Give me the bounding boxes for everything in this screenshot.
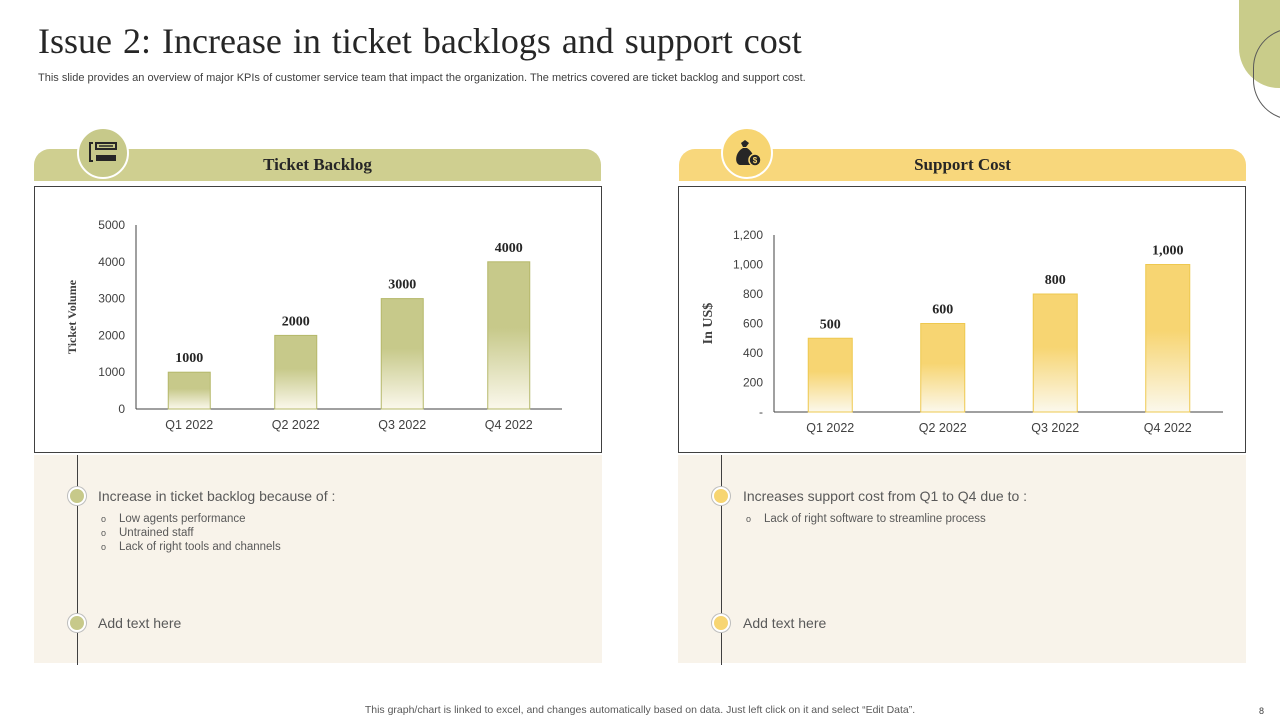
support-cost-header-label: Support Cost: [914, 155, 1011, 174]
timeline-line-left: [77, 455, 78, 665]
y-tick-label: 0: [118, 402, 125, 416]
x-tick-label: Q3 2022: [378, 418, 426, 432]
y-tick-label: 400: [743, 346, 763, 360]
timeline-dot: [68, 614, 86, 632]
backlog-reason-list: Low agents performance Untrained staff L…: [101, 512, 281, 554]
list-icon: [77, 127, 129, 179]
page-number: 8: [1259, 706, 1265, 716]
y-tick-label: 3000: [98, 292, 125, 306]
y-tick-label: 600: [743, 317, 763, 331]
support-cost-chart[interactable]: - 200 400 600 800 1,000 1,200 In US$ 500 Q1 2022 6…: [678, 186, 1246, 453]
bar: [920, 323, 966, 413]
y-tick-label: 1,000: [733, 258, 763, 272]
y-tick-label: 2000: [98, 328, 125, 342]
data-label: 500: [820, 317, 841, 332]
x-tick-label: Q1 2022: [165, 418, 213, 432]
bar: [380, 298, 424, 410]
ticket-backlog-info-panel: [34, 455, 602, 663]
list-item: Low agents performance: [101, 512, 281, 526]
data-label: 3000: [388, 278, 416, 293]
timeline-line-right: [721, 455, 722, 665]
data-label: 2000: [282, 314, 310, 329]
support-cost-reason-list: Lack of right software to streamline pro…: [746, 512, 986, 526]
data-label: 1,000: [1152, 244, 1184, 259]
timeline-dot: [712, 487, 730, 505]
y-axis-label: In US$: [701, 303, 716, 345]
y-tick-label: 200: [743, 376, 763, 390]
y-tick-label: 4000: [98, 255, 125, 269]
page-subtitle: This slide provides an overview of major…: [38, 72, 806, 84]
svg-text:$: $: [753, 156, 758, 165]
x-tick-label: Q3 2022: [1031, 421, 1079, 435]
money-bag-icon: $: [721, 127, 773, 179]
list-item: Lack of right software to streamline pro…: [746, 512, 986, 526]
x-tick-label: Q4 2022: [1144, 421, 1192, 435]
x-tick-label: Q1 2022: [806, 421, 854, 435]
support-cost-chart-svg: - 200 400 600 800 1,000 1,200 In US$ 500 Q1 2022 6…: [701, 228, 1223, 435]
backlog-reason-heading: Increase in ticket backlog because of :: [98, 488, 336, 504]
y-tick-label: -: [759, 405, 763, 419]
add-text-placeholder: Add text here: [98, 615, 182, 631]
bar: [1032, 293, 1078, 413]
y-tick-label: 5000: [98, 218, 125, 232]
data-label: 600: [932, 303, 953, 318]
data-label: 800: [1045, 273, 1066, 288]
bar: [1145, 264, 1191, 413]
support-cost-reason-heading: Increases support cost from Q1 to Q4 due…: [743, 488, 1028, 504]
ticket-backlog-chart[interactable]: 0 1000 2000 3000 4000 5000 Ticket Volume 1000 Q1…: [34, 186, 602, 453]
support-cost-header: Support Cost: [679, 149, 1246, 181]
bar: [487, 261, 531, 410]
list-item: Lack of right tools and channels: [101, 540, 281, 554]
ticket-backlog-chart-svg: 0 1000 2000 3000 4000 5000 Ticket Volume 1000 Q1…: [65, 218, 562, 432]
y-tick-label: 1000: [98, 365, 125, 379]
bar: [807, 337, 853, 413]
x-tick-label: Q2 2022: [919, 421, 967, 435]
page-title: Issue 2: Increase in ticket backlogs and…: [38, 21, 802, 61]
bar: [274, 334, 318, 410]
support-cost-info-panel: [678, 455, 1246, 663]
x-tick-label: Q4 2022: [485, 418, 533, 432]
timeline-dot: [68, 487, 86, 505]
footer-note: This graph/chart is linked to excel, and…: [364, 704, 916, 716]
list-item: Untrained staff: [101, 526, 281, 540]
ticket-backlog-header-label: Ticket Backlog: [263, 155, 372, 174]
add-text-placeholder: Add text here: [743, 615, 827, 631]
bar: [167, 371, 211, 410]
data-label: 4000: [495, 241, 523, 256]
y-tick-label: 800: [743, 287, 763, 301]
y-axis-label: Ticket Volume: [65, 279, 79, 354]
y-tick-label: 1,200: [733, 228, 763, 242]
timeline-dot: [712, 614, 730, 632]
data-label: 1000: [175, 351, 203, 366]
x-tick-label: Q2 2022: [272, 418, 320, 432]
